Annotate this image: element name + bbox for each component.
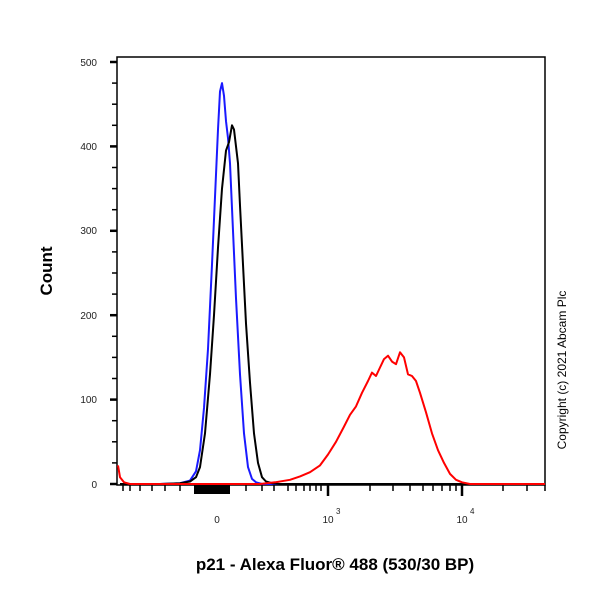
x-tick-label-1e3-exponent: 3 bbox=[336, 507, 341, 516]
series-unlabelled-control bbox=[120, 82, 545, 485]
series-isotype-control bbox=[120, 124, 545, 485]
x-tick-label-zero: 0 bbox=[214, 515, 220, 526]
x-tick-label-1e4: 10 bbox=[456, 515, 468, 526]
y-tick-label: 500 bbox=[80, 58, 97, 69]
x-axis-title: p21 - Alexa Fluor® 488 (530/30 BP) bbox=[196, 555, 474, 574]
x-tick-label-1e4-exponent: 4 bbox=[470, 507, 475, 516]
y-tick-labels: 0 100 200 300 400 500 bbox=[80, 58, 97, 491]
series-p21-antibody bbox=[117, 351, 545, 485]
histogram-series bbox=[117, 82, 545, 485]
y-tick-label: 300 bbox=[80, 226, 97, 237]
x-tick-labels: 0 10 3 10 4 bbox=[214, 507, 475, 526]
y-axis-title: Count bbox=[37, 246, 56, 295]
y-tick-label: 100 bbox=[80, 395, 97, 406]
plot-frame bbox=[116, 56, 546, 486]
y-tick-label: 200 bbox=[80, 311, 97, 322]
y-tick-label: 0 bbox=[91, 480, 97, 491]
copyright-annotation: Copyright (c) 2021 Abcam Plc bbox=[555, 291, 569, 450]
x-tick-label-1e3: 10 bbox=[322, 515, 334, 526]
y-axis bbox=[110, 60, 117, 486]
y-tick-label: 400 bbox=[80, 142, 97, 153]
x-axis bbox=[122, 485, 546, 496]
